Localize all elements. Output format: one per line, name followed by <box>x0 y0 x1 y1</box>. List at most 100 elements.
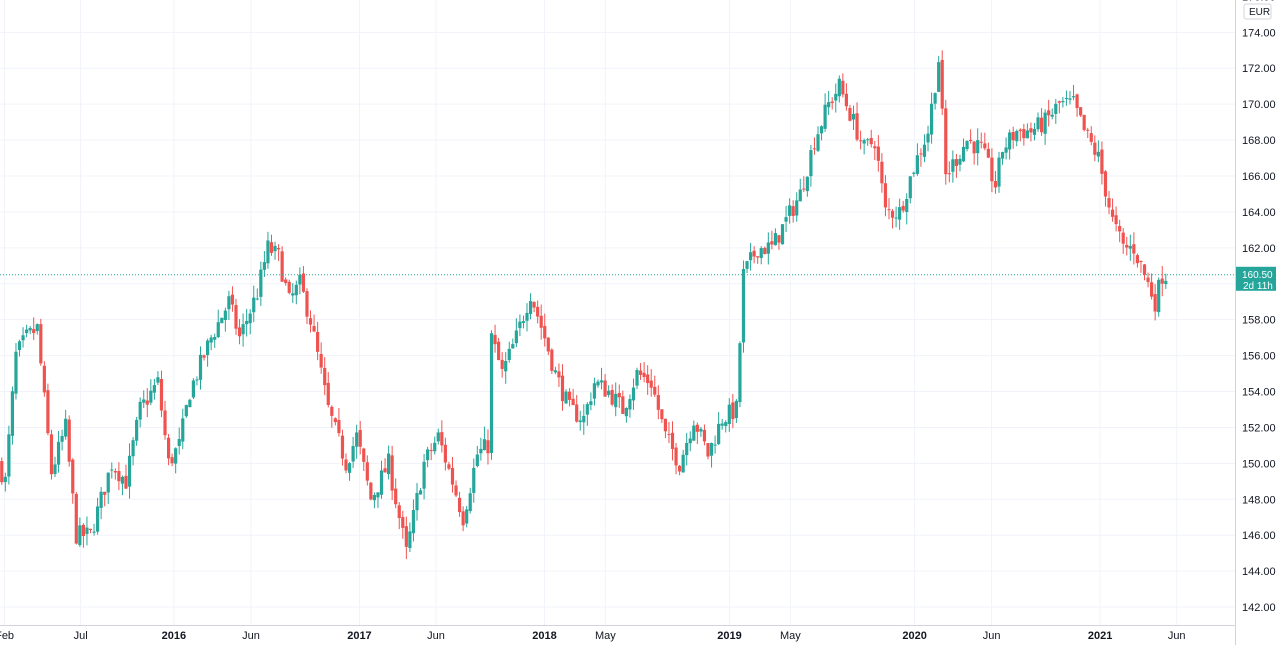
candle-body <box>223 310 227 321</box>
candle-body <box>546 337 550 352</box>
price-tick-label: 162.00 <box>1242 243 1276 255</box>
price-tick-label: 148.00 <box>1242 494 1276 506</box>
candle-body <box>202 355 206 358</box>
candle-body <box>60 436 64 442</box>
candle-body <box>433 442 437 452</box>
currency-label: EUR <box>1249 7 1270 18</box>
time-tick-label: Jul <box>74 630 88 642</box>
candle-body <box>766 242 770 254</box>
candle-body <box>53 464 57 475</box>
candle-body <box>539 315 543 328</box>
candle-body <box>195 379 199 381</box>
candle-body <box>1029 128 1033 133</box>
candle-body <box>990 157 994 182</box>
time-tick-label: Jun <box>427 630 445 642</box>
candle-body <box>951 159 955 172</box>
candle-body <box>198 354 203 380</box>
time-tick-label: Jun <box>1168 630 1186 642</box>
candle-body <box>525 312 529 321</box>
candle-body <box>954 159 959 166</box>
candle-body <box>635 369 639 386</box>
candle-body <box>621 396 625 414</box>
candle-body <box>170 457 174 464</box>
candle-body <box>287 281 291 293</box>
candle-body <box>415 493 419 511</box>
candle-body <box>663 418 668 432</box>
candle-body <box>1150 282 1154 297</box>
candle-body <box>830 101 834 104</box>
candle-body <box>550 349 554 371</box>
candle-body <box>603 380 607 397</box>
candle-body <box>617 393 621 398</box>
candle-body <box>500 359 504 369</box>
candle-body <box>390 455 394 491</box>
candle-body <box>216 322 220 338</box>
candle-body <box>472 467 476 493</box>
candle-body <box>759 248 763 259</box>
candle-body <box>376 492 380 498</box>
countdown-label: 2d 11h <box>1243 281 1273 292</box>
candle-body <box>756 256 760 258</box>
candle-body <box>681 454 685 473</box>
candle-body <box>95 506 100 532</box>
candle-body <box>365 462 369 481</box>
candle-body <box>631 387 636 401</box>
time-axis[interactable]: Feb Jul 2016 Jun 2017 Jun 2018 May 2019 May 2020 Ju… <box>0 625 1235 643</box>
candle-body <box>149 390 153 403</box>
candle-body <box>497 341 501 360</box>
candle-body <box>688 438 692 444</box>
candle-body <box>777 235 781 243</box>
candle-body <box>127 455 132 487</box>
candle-body <box>685 442 689 456</box>
candle-body <box>1089 133 1093 142</box>
candle-body <box>887 209 891 211</box>
candle-body <box>1061 100 1065 103</box>
last-price-label: 160.50 <box>1242 270 1273 281</box>
candle-body <box>64 418 68 437</box>
candle-body <box>245 320 249 325</box>
candle-body <box>493 334 497 345</box>
candle-body <box>1121 232 1125 244</box>
candle-body <box>486 440 490 454</box>
candle-body <box>156 377 160 383</box>
candle-body <box>649 380 653 388</box>
price-axis[interactable]: 142.00 144.00 146.00 148.00 150.00 152.00 154.… <box>1235 0 1276 645</box>
candle-body <box>1153 294 1157 312</box>
candle-body <box>429 450 433 452</box>
candle-body <box>1110 209 1115 217</box>
candle-body <box>819 126 824 134</box>
candle-body <box>961 146 966 162</box>
candle-body <box>319 353 323 368</box>
candle-body <box>795 200 799 216</box>
candle-body <box>660 409 664 420</box>
candle-body <box>347 463 352 473</box>
candle-body <box>748 252 753 261</box>
candle-body <box>159 378 164 411</box>
candle-body <box>475 454 479 466</box>
candle-body <box>720 423 724 426</box>
candle-body <box>259 269 263 297</box>
candle-body <box>912 172 916 174</box>
candle-body <box>976 140 980 154</box>
candle-body <box>1118 225 1122 232</box>
candle-body <box>32 329 36 334</box>
candle-body <box>507 348 511 361</box>
candle-body <box>110 469 114 471</box>
candle-body <box>135 419 139 441</box>
candle-body <box>28 327 32 331</box>
candle-body <box>230 294 235 305</box>
candle-body <box>667 433 671 435</box>
candle-body <box>947 173 951 175</box>
candle-body <box>1047 110 1051 116</box>
candle-body <box>883 183 888 208</box>
candle-body <box>358 429 362 447</box>
time-tick-label: 2020 <box>902 630 926 642</box>
last-price-tag-bg <box>1236 266 1276 291</box>
candle-body <box>993 181 998 188</box>
candle-body <box>206 340 210 356</box>
time-tick-label: Jun <box>983 630 1001 642</box>
candle-body <box>972 141 976 154</box>
candle-body <box>1015 131 1019 142</box>
